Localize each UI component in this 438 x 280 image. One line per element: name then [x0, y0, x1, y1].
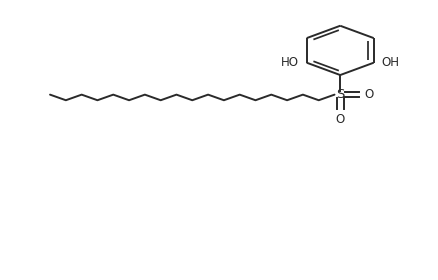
Text: O: O [335, 113, 344, 126]
Text: OH: OH [381, 56, 399, 69]
Text: HO: HO [280, 56, 298, 69]
Text: S: S [335, 88, 344, 101]
Text: O: O [364, 88, 373, 101]
